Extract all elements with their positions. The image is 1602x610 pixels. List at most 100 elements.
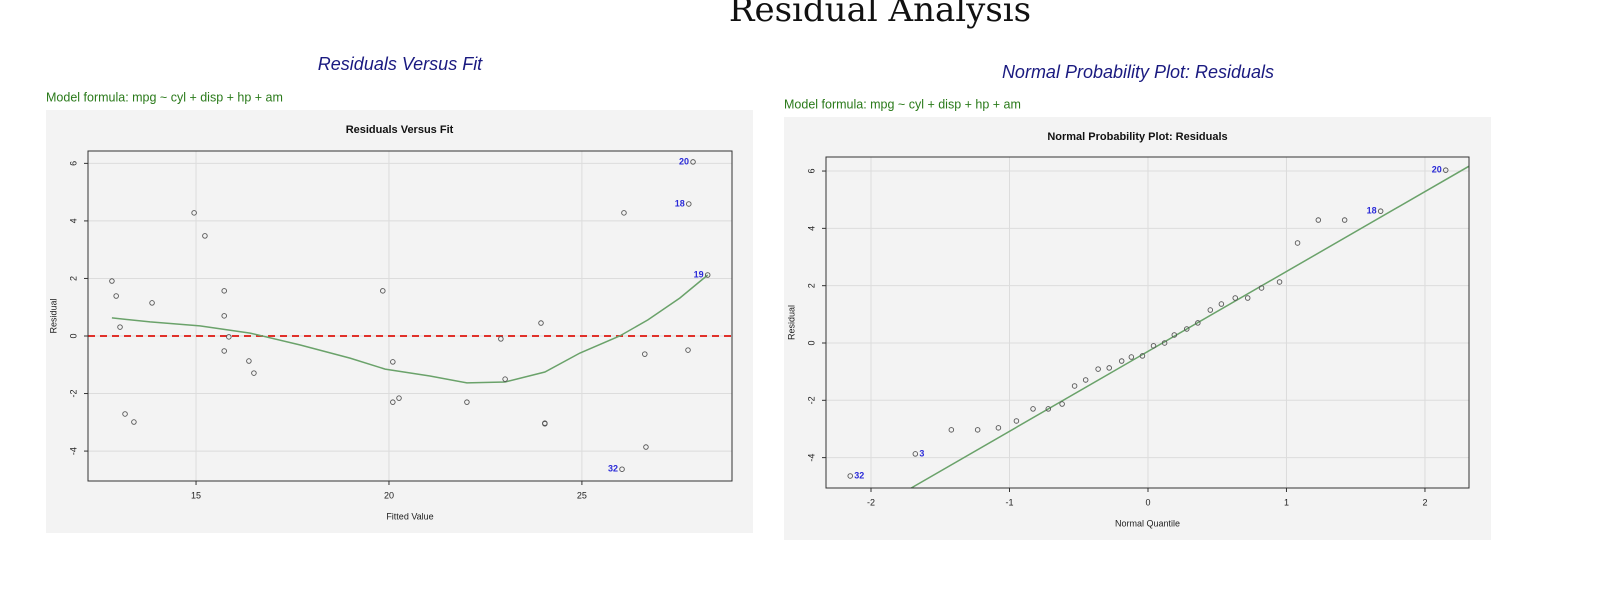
data-point bbox=[686, 201, 692, 207]
data-point bbox=[1171, 332, 1178, 338]
plot-panel bbox=[46, 110, 753, 533]
data-point bbox=[1218, 301, 1225, 307]
data-point bbox=[251, 370, 257, 376]
fit-line bbox=[111, 274, 709, 384]
chart-subtitle: Model formula: mpg ~ cyl + disp + hp + a… bbox=[784, 97, 1021, 111]
plot-title: Normal Probability Plot: Residuals bbox=[1047, 131, 1227, 143]
data-point bbox=[1232, 295, 1238, 301]
data-point bbox=[221, 313, 227, 319]
data-point bbox=[643, 444, 649, 450]
point-label: 18 bbox=[1367, 206, 1377, 216]
y-tick-label: -2 bbox=[68, 390, 78, 398]
x-tick-label: -1 bbox=[1005, 497, 1013, 507]
data-layer bbox=[88, 159, 732, 472]
data-point bbox=[131, 419, 137, 425]
data-point bbox=[390, 399, 396, 405]
y-tick-label: 6 bbox=[806, 169, 816, 174]
y-axis-label: Residual bbox=[786, 305, 796, 340]
plot-frame bbox=[87, 150, 733, 482]
data-point bbox=[538, 320, 544, 326]
data-point bbox=[948, 427, 955, 433]
data-point bbox=[1139, 353, 1146, 359]
data-point bbox=[1013, 418, 1020, 424]
data-point bbox=[1276, 279, 1283, 285]
data-point bbox=[1128, 354, 1135, 360]
y-axis-label: Residual bbox=[48, 298, 58, 333]
data-point bbox=[1341, 217, 1348, 223]
data-point bbox=[390, 359, 396, 365]
point-label: 32 bbox=[608, 464, 618, 474]
plot-frame bbox=[825, 156, 1470, 489]
data-point bbox=[1258, 285, 1265, 291]
point-label: 3 bbox=[919, 448, 924, 458]
data-point bbox=[122, 411, 128, 417]
data-point bbox=[113, 293, 119, 299]
data-point bbox=[191, 210, 197, 216]
data-point bbox=[1442, 167, 1449, 173]
data-point bbox=[1059, 401, 1065, 407]
y-tick-label: 6 bbox=[68, 161, 78, 166]
y-tick-label: -4 bbox=[806, 454, 816, 462]
data-point bbox=[542, 420, 548, 427]
data-point bbox=[1161, 340, 1168, 346]
x-tick-label: 20 bbox=[384, 490, 394, 500]
y-tick-label: 0 bbox=[806, 340, 816, 345]
data-point bbox=[1315, 217, 1322, 223]
chart-heading: Residuals Versus Fit bbox=[318, 54, 483, 74]
data-point bbox=[1118, 358, 1125, 364]
data-point bbox=[1071, 383, 1078, 389]
plot-panel bbox=[784, 117, 1491, 540]
y-tick-label: 4 bbox=[68, 218, 78, 223]
data-point bbox=[464, 399, 470, 405]
data-point bbox=[1106, 365, 1112, 371]
data-point bbox=[847, 473, 853, 479]
x-axis-label: Fitted Value bbox=[386, 511, 433, 521]
data-point bbox=[109, 278, 115, 284]
x-tick-label: 2 bbox=[1422, 497, 1427, 507]
data-point bbox=[117, 324, 123, 330]
plot-title: Residuals Versus Fit bbox=[346, 124, 454, 136]
data-point bbox=[995, 425, 1002, 431]
data-point bbox=[502, 376, 508, 382]
point-label: 18 bbox=[675, 198, 685, 208]
data-point bbox=[396, 395, 402, 401]
y-tick-label: 2 bbox=[806, 283, 816, 288]
data-point bbox=[621, 210, 627, 216]
x-tick-label: 25 bbox=[577, 490, 587, 500]
y-tick-label: 0 bbox=[68, 333, 78, 338]
data-point bbox=[1377, 208, 1384, 214]
data-point bbox=[221, 288, 227, 294]
chart-heading: Normal Probability Plot: Residuals bbox=[1002, 62, 1274, 82]
x-tick-label: -2 bbox=[867, 497, 875, 507]
data-point bbox=[1150, 343, 1157, 349]
data-point bbox=[498, 336, 504, 342]
x-tick-label: 0 bbox=[1145, 497, 1150, 507]
x-axis-label: Normal Quantile bbox=[1115, 518, 1180, 528]
data-point bbox=[619, 466, 625, 472]
data-point bbox=[1082, 377, 1089, 383]
data-point bbox=[1045, 406, 1052, 412]
data-point bbox=[974, 427, 981, 433]
fit-line bbox=[910, 165, 1469, 488]
y-tick-label: 2 bbox=[68, 276, 78, 281]
chart: Residuals Versus Fit Model formula: mpg ~… bbox=[46, 54, 753, 533]
data-point bbox=[1294, 240, 1301, 246]
chart: Normal Probability Plot: Residuals Model … bbox=[784, 62, 1491, 540]
y-tick-label: -2 bbox=[806, 396, 816, 404]
data-point bbox=[642, 351, 648, 357]
point-label: 20 bbox=[1432, 165, 1442, 175]
point-label: 20 bbox=[679, 156, 689, 166]
y-tick-label: 4 bbox=[806, 226, 816, 231]
data-point bbox=[1207, 307, 1214, 313]
data-point bbox=[226, 334, 232, 340]
data-point bbox=[202, 233, 208, 239]
data-point bbox=[690, 159, 696, 165]
data-point bbox=[1184, 326, 1190, 332]
page-title: Residual Analysis bbox=[729, 0, 1031, 30]
x-tick-label: 1 bbox=[1284, 497, 1289, 507]
data-point bbox=[1030, 406, 1036, 412]
data-point bbox=[912, 451, 919, 457]
data-layer bbox=[847, 165, 1469, 488]
data-point bbox=[149, 300, 155, 306]
